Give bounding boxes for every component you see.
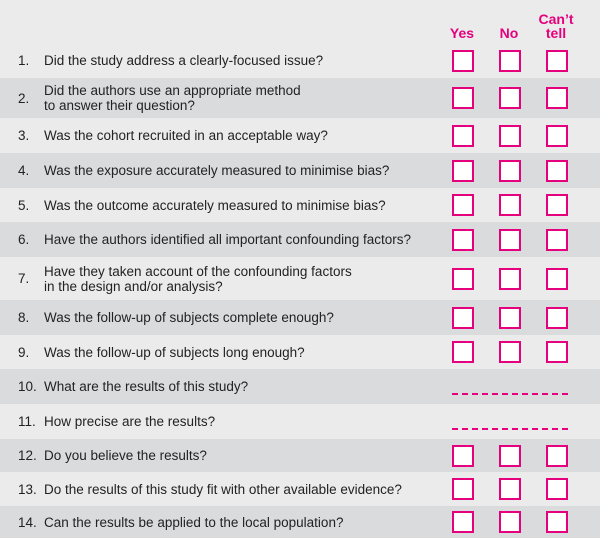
question-number: 12. <box>18 448 37 463</box>
question-text: Was the follow-up of subjects long enoug… <box>44 344 305 360</box>
no-checkbox[interactable] <box>499 228 521 251</box>
cant-tell-checkbox[interactable] <box>546 159 568 182</box>
question-text: Did the study address a clearly-focused … <box>44 53 324 68</box>
no-checkbox[interactable] <box>499 159 521 182</box>
yes-checkbox[interactable] <box>452 159 474 182</box>
cant-tell-column-header: Can’t tell <box>538 11 574 41</box>
question-number: 8. <box>18 310 30 325</box>
cant-tell-checkbox[interactable] <box>546 228 568 251</box>
no-checkbox[interactable] <box>499 124 521 147</box>
question-row: 8. Was the follow-up of subjects complete… <box>0 300 600 335</box>
question-number: 7. <box>18 271 30 286</box>
question-text: Was the follow-up of subjects complete e… <box>44 310 334 325</box>
cant-tell-checkbox[interactable] <box>546 444 568 467</box>
question-number: 2. <box>18 90 30 106</box>
question-number: 1. <box>18 53 30 68</box>
question-row: 12. Do you believe the results? <box>0 439 600 472</box>
cant-tell-checkbox[interactable] <box>546 478 568 500</box>
answer-line[interactable] <box>452 393 568 395</box>
no-checkbox[interactable] <box>499 87 521 109</box>
question-number: 5. <box>18 197 30 213</box>
question-number: 10. <box>18 379 37 394</box>
yes-checkbox[interactable] <box>452 87 474 109</box>
question-text: Did the authors use an appropriate metho… <box>44 83 301 113</box>
question-row: 10. What are the results of this study? <box>0 369 600 404</box>
yes-checkbox[interactable] <box>452 124 474 147</box>
question-row: 9. Was the follow-up of subjects long eno… <box>0 335 600 369</box>
question-number: 6. <box>18 232 30 247</box>
question-number: 13. <box>18 481 37 497</box>
question-row: 11. How precise are the results? <box>0 404 600 439</box>
cant-tell-checkbox[interactable] <box>546 511 568 533</box>
question-text: Was the cohort recruited in an acceptabl… <box>44 128 328 143</box>
yes-checkbox[interactable] <box>452 306 474 329</box>
question-row: 6. Have the authors identified all import… <box>0 222 600 257</box>
question-text: How precise are the results? <box>44 414 216 429</box>
question-list: 1. Did the study address a clearly-focuse… <box>0 43 600 538</box>
question-number: 14. <box>18 514 37 530</box>
no-checkbox[interactable] <box>499 341 521 363</box>
cant-tell-checkbox[interactable] <box>546 124 568 147</box>
yes-column-header: Yes <box>449 25 475 41</box>
question-row: 1. Did the study address a clearly-focuse… <box>0 43 600 78</box>
yes-checkbox[interactable] <box>452 511 474 533</box>
question-text: What are the results of this study? <box>44 379 249 394</box>
cant-tell-checkbox[interactable] <box>546 306 568 329</box>
question-row: 13. Do the results of this study fit with… <box>0 472 600 506</box>
no-checkbox[interactable] <box>499 306 521 329</box>
question-text: Do you believe the results? <box>44 448 207 463</box>
question-row: 4. Was the exposure accurately measured t… <box>0 153 600 188</box>
yes-checkbox[interactable] <box>452 478 474 500</box>
yes-checkbox[interactable] <box>452 444 474 467</box>
cant-tell-checkbox[interactable] <box>546 87 568 109</box>
question-text: Do the results of this study fit with ot… <box>44 481 402 497</box>
yes-checkbox[interactable] <box>452 267 474 290</box>
question-row: 3. Was the cohort recruited in an accepta… <box>0 118 600 153</box>
question-number: 4. <box>18 163 30 178</box>
cant-tell-checkbox[interactable] <box>546 49 568 72</box>
no-checkbox[interactable] <box>499 194 521 216</box>
question-number: 9. <box>18 344 30 360</box>
header: Yes No Can’t tell <box>0 0 600 43</box>
question-row: 7. Have they taken account of the confoun… <box>0 257 600 300</box>
question-text: Was the exposure accurately measured to … <box>44 163 390 178</box>
question-text: Have the authors identified all importan… <box>44 232 411 247</box>
no-checkbox[interactable] <box>499 267 521 290</box>
question-text: Can the results be applied to the local … <box>44 514 344 530</box>
question-text: Have they taken account of the confoundi… <box>44 263 352 294</box>
no-checkbox[interactable] <box>499 444 521 467</box>
yes-checkbox[interactable] <box>452 49 474 72</box>
question-row: 14. Can the results be applied to the loc… <box>0 506 600 538</box>
cant-tell-checkbox[interactable] <box>546 341 568 363</box>
question-text: Was the outcome accurately measured to m… <box>44 197 386 213</box>
yes-checkbox[interactable] <box>452 228 474 251</box>
question-number: 3. <box>18 128 30 143</box>
question-row: 5. Was the outcome accurately measured to… <box>0 188 600 222</box>
no-checkbox[interactable] <box>499 511 521 533</box>
no-checkbox[interactable] <box>499 49 521 72</box>
question-row: 2. Did the authors use an appropriate met… <box>0 78 600 118</box>
yes-checkbox[interactable] <box>452 341 474 363</box>
cant-tell-checkbox[interactable] <box>546 267 568 290</box>
question-number: 11. <box>18 414 36 429</box>
cant-tell-checkbox[interactable] <box>546 194 568 216</box>
no-checkbox[interactable] <box>499 478 521 500</box>
answer-line[interactable] <box>452 428 568 430</box>
no-column-header: No <box>499 25 519 41</box>
yes-checkbox[interactable] <box>452 194 474 216</box>
